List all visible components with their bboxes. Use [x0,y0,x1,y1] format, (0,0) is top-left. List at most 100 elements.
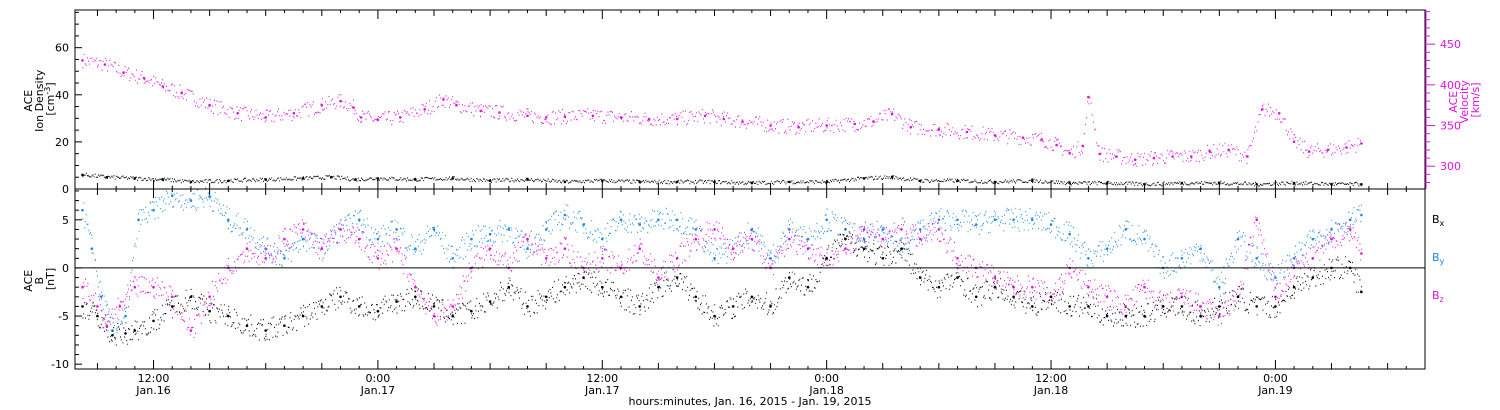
time-axis-title: hours:minutes, Jan. 16, 2015 - Jan. 19, … [629,395,872,408]
bottom-series-2-point-11 [264,329,268,332]
bottom-series-0-point-39 [769,257,772,260]
top-series-0-point-50 [1152,156,1156,160]
top-series-0-point-55 [1246,155,1249,158]
date-tick-label: Jan.17 [584,384,619,397]
bottom-series-0-point-27 [544,228,548,231]
top-series-0-point-12 [352,106,355,109]
bottom-series-2-point-48 [956,276,959,279]
top-series-0-point-8 [264,116,268,119]
bottom-series-1-point-39 [788,237,791,241]
bottom-series-2-point-45 [900,247,903,250]
bottom-series-2-point-31 [638,305,641,308]
bottom-series-2-point-40 [806,285,810,289]
bottom-series-0-point-20 [414,247,417,250]
legend-by: By [1432,251,1445,266]
legend-by-base: B [1432,251,1440,264]
bottom-series-1-point-48 [956,257,959,260]
density-tick-label-60: 60 [55,42,69,55]
bottom-series-2-point-56 [1105,314,1109,318]
bottom-series-0-point-1 [90,247,94,250]
top-series-0-point-53 [1208,150,1212,153]
b-tick-label--10: -10 [51,358,69,371]
density-tick-label-40: 40 [55,89,69,102]
density-title-unit-close: ] [44,82,57,86]
legend-bx: Bx [1432,213,1445,228]
top-series-0-point-33 [825,124,828,127]
bottom-series-2-point-15 [339,295,342,299]
bottom-series-0-point-18 [376,237,380,241]
top-series-0-point-6 [208,103,211,107]
bottom-series-1-point-47 [937,228,941,231]
top-series-1-point-0 [81,173,84,177]
time-tick-label: 0:00 [1263,372,1288,385]
top-series-0-point-15 [399,116,402,119]
top-series-0-point-51 [1171,155,1174,158]
bottom-series-2-point-43 [862,247,866,250]
bottom-series-0-point-4 [124,314,127,318]
bottom-series-1-point-5 [152,285,155,289]
top-series-1-point-29 [1068,181,1071,185]
top-series-0-point-47 [1098,152,1101,156]
date-tick-label: Jan.17 [360,384,395,397]
bottom-series-0-point-67 [1292,257,1296,260]
bottom-series-1-point-37 [750,237,754,241]
bottom-series-1-point-58 [1143,285,1146,289]
bottom-series-1-point-3 [118,305,122,308]
bottom-series-2-point-27 [563,285,567,289]
density-tick-label-20: 20 [55,136,69,149]
b-tick-label-0: 0 [62,262,69,275]
bottom-series-0-point-41 [806,237,810,241]
bottom-series-0-point-32 [638,223,641,226]
top-series-0-point-19 [479,109,483,113]
bottom-series-0-point-6 [152,208,155,212]
top-series-0-point-24 [591,114,595,118]
bottom-series-2-point-35 [713,314,716,318]
top-series-0-point-59 [1307,150,1311,153]
bottom-series-2-point-53 [1049,295,1053,299]
top-series-0-point-31 [769,124,772,127]
time-axis-ticks: 12:00Jan.160:00Jan.1712:00Jan.170:00Jan.… [96,10,1407,397]
bottom-series-1-point-32 [657,276,660,279]
velocity-tick-label-300: 300 [1440,160,1461,173]
bottom-series-1-point-57 [1124,305,1128,308]
bottom-series-1-point-45 [900,228,903,231]
bottom-series-2-point-37 [750,295,754,299]
bottom-series-1-point-18 [395,247,398,250]
bottom-series-0-point-21 [432,228,436,231]
time-tick-label: 12:00 [1035,372,1067,385]
density-axis-ticks: 0 20 40 60 [55,11,82,196]
top-series-0-point-0 [81,59,84,62]
bottom-series-2-point-20 [432,305,436,308]
bottom-series-0-point-44 [862,237,866,241]
bottom-series-2-point-65 [1274,305,1277,308]
bottom-series-0-point-12 [264,247,268,250]
bottom-series-2-point-1 [96,314,99,318]
bottom-series-1-point-46 [918,237,922,241]
top-series-0-point-17 [442,98,445,101]
b-title-line-unit: [nT] [44,268,57,290]
top-series-0-point-21 [526,114,529,118]
bottom-series-0-point-35 [694,228,698,231]
bottom-series-2-point-62 [1218,305,1221,308]
velocity-axis-title: ACE Velocity [km/s] [1447,77,1482,124]
top-series-1-point-17 [638,180,641,184]
bottom-series-2-point-21 [451,314,455,318]
bottom-series-2-point-38 [769,305,772,308]
bottom-series-0-point-26 [526,247,529,250]
bottom-series-0-point-7 [170,194,174,197]
bottom-series-2-point-51 [1012,295,1015,299]
bottom-series-1-trace [82,216,1362,339]
bottom-series-1-point-17 [376,257,380,260]
time-tick-label: 0:00 [366,372,391,385]
density-title-unit-exponent: -3 [43,87,52,95]
bottom-series-2-point-16 [357,305,361,308]
bottom-series-2-point-60 [1180,305,1184,308]
top-series-1-point-12 [451,177,455,180]
bottom-series-0-point-17 [357,218,361,222]
top-series-0-point-32 [797,125,800,129]
bottom-series-2-point-6 [170,305,174,308]
time-tick-label: 12:00 [586,372,618,385]
date-tick-label: Jan.19 [1257,384,1292,397]
bottom-series-1-point-36 [731,247,735,250]
bottom-series-2-point-50 [993,285,997,289]
